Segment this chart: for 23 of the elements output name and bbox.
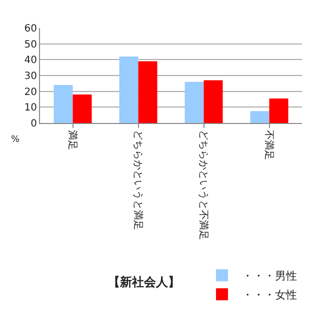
legend-label: ・・・男性 — [242, 270, 297, 283]
x-tick-label: 満足 — [66, 130, 78, 150]
bar — [184, 82, 204, 123]
bar — [119, 56, 138, 123]
bar — [54, 85, 73, 123]
bar — [138, 61, 158, 123]
y-tick-label: 0 — [30, 118, 37, 130]
x-tick-label: どちらかというと満足 — [132, 130, 144, 230]
x-tick-label: 不満足 — [263, 130, 275, 160]
y-tick-label: 30 — [24, 71, 37, 82]
y-tick-label: 20 — [24, 86, 37, 98]
y-tick-label: 60 — [24, 24, 37, 34]
y-tick-label: 10 — [24, 102, 37, 114]
bar — [250, 111, 270, 123]
x-tick-label: どちらかというと不満足 — [198, 130, 210, 240]
y-axis-title: % — [11, 135, 20, 145]
bar — [72, 94, 92, 123]
text: 【新社会人】 — [108, 274, 180, 289]
bar — [204, 80, 223, 123]
y-tick-label: 50 — [24, 39, 37, 50]
legend-label: ・・・女性 — [242, 288, 297, 302]
y-tick-label: 40 — [24, 55, 37, 66]
bar — [269, 98, 288, 123]
